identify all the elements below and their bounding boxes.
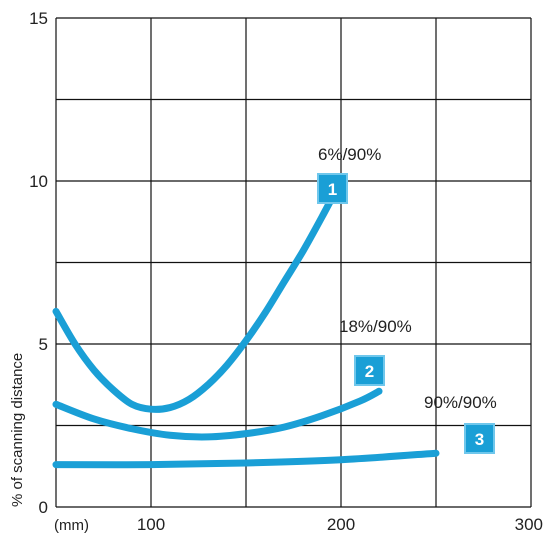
y-axis-title: % of scanning distance <box>9 353 26 507</box>
series-badge-3: 3 <box>464 423 495 454</box>
badge-number: 1 <box>328 180 337 199</box>
x-axis-unit: (mm) <box>54 517 89 534</box>
badge-number: 2 <box>365 362 374 381</box>
tick-labels: 0 5 10 15 100 200 300 <box>29 9 543 534</box>
badge-box <box>317 173 348 204</box>
series-line-3 <box>52 449 440 469</box>
badge-box <box>354 355 385 386</box>
series-badge-2: 2 <box>354 355 385 386</box>
y-tick-label: 5 <box>39 335 48 354</box>
series-label-1: 6%/90% <box>318 145 381 164</box>
x-tick-label: 300 <box>515 515 543 534</box>
x-tick-label: 100 <box>137 515 165 534</box>
y-tick-label: 15 <box>29 9 48 28</box>
grid-lines <box>55 17 532 508</box>
y-tick-label: 0 <box>39 498 48 517</box>
badge-number: 3 <box>475 430 484 449</box>
badge-box <box>464 423 495 454</box>
y-tick-label: 10 <box>29 172 48 191</box>
series-lines <box>52 177 440 469</box>
series-annotations: 6%/90% 1 18%/90% 2 90%/90% 3 <box>317 145 497 454</box>
x-tick-label: 200 <box>327 515 355 534</box>
series-label-3: 90%/90% <box>424 393 497 412</box>
series-line-2 <box>52 387 383 441</box>
series-badge-1: 1 <box>317 173 348 204</box>
series-label-2: 18%/90% <box>339 317 412 336</box>
series-line-1 <box>52 177 345 413</box>
